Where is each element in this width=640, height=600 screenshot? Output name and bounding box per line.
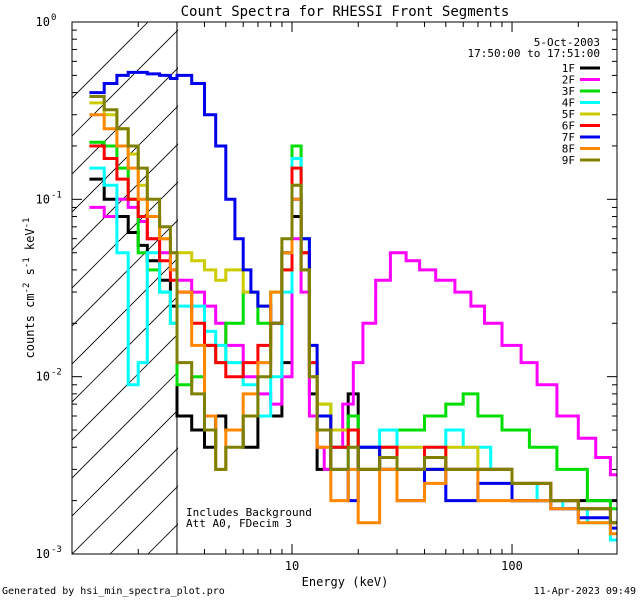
legend-label-1F: 1F (562, 62, 575, 75)
hatch-line (72, 219, 178, 327)
series-line-6F (89, 144, 617, 525)
legend-label-4F: 4F (562, 97, 575, 110)
legend-label-5F: 5F (562, 108, 575, 121)
observation-time-range: 17:50:00 to 17:51:00 (468, 47, 600, 60)
timestamp-text: 11-Apr-2023 09:49 (534, 586, 636, 597)
plot-frame (71, 21, 618, 555)
hatch-line (224, 22, 640, 554)
series-line-7F (89, 70, 617, 530)
y-tick-label: 10 (36, 547, 50, 561)
hatch-line (72, 105, 178, 213)
hatch-line (72, 29, 178, 137)
y-axis-label: counts cm-2 s-1 keV-1 (22, 218, 37, 359)
legend-label-9F: 9F (562, 154, 575, 167)
legend-label-8F: 8F (562, 143, 575, 156)
hatch-line (72, 295, 178, 403)
y-tick-label: 10 (36, 15, 50, 29)
series-line-9F (89, 95, 617, 525)
y-tick-label: 10 (36, 370, 50, 384)
x-tick-label: 100 (501, 559, 523, 573)
hatch-line (72, 333, 178, 441)
chart-title: Count Spectra for RHESSI Front Segments (181, 4, 510, 20)
y-tick-exponent: -2 (51, 368, 62, 378)
y-tick-exponent: -3 (51, 545, 62, 555)
series-line-2F (89, 197, 617, 477)
hatch-line (376, 22, 640, 554)
series-line-5F (89, 101, 617, 525)
hatch-line (72, 447, 178, 554)
series-line-3F (89, 140, 617, 511)
hatch-line (72, 257, 178, 365)
series-lines (89, 70, 617, 542)
legend-label-3F: 3F (562, 85, 575, 98)
x-axis-label: Energy (keV) (302, 575, 389, 589)
legend-label-6F: 6F (562, 120, 575, 133)
hatch-line (566, 22, 640, 554)
y-tick-exponent: 0 (51, 13, 56, 23)
series-line-8F (89, 113, 617, 536)
hatch-line (72, 409, 178, 517)
x-tick-label: 10 (285, 559, 299, 573)
y-tick-label: 10 (36, 192, 50, 206)
legend-label-7F: 7F (562, 131, 575, 144)
annotation-attenuator: Att A0, FDecim 3 (186, 517, 292, 530)
hatch-line (414, 22, 640, 554)
hatch-line (72, 143, 178, 251)
hatch-line (72, 67, 178, 175)
generated-by-text: Generated by hsi_min_spectra_plot.pro (2, 586, 225, 597)
hatch-line (72, 371, 178, 479)
y-tick-exponent: -1 (51, 190, 62, 200)
annotation-background: Includes Background (186, 506, 312, 519)
legend-label-2F: 2F (562, 74, 575, 87)
observation-date: 5-Oct-2003 (534, 36, 600, 49)
